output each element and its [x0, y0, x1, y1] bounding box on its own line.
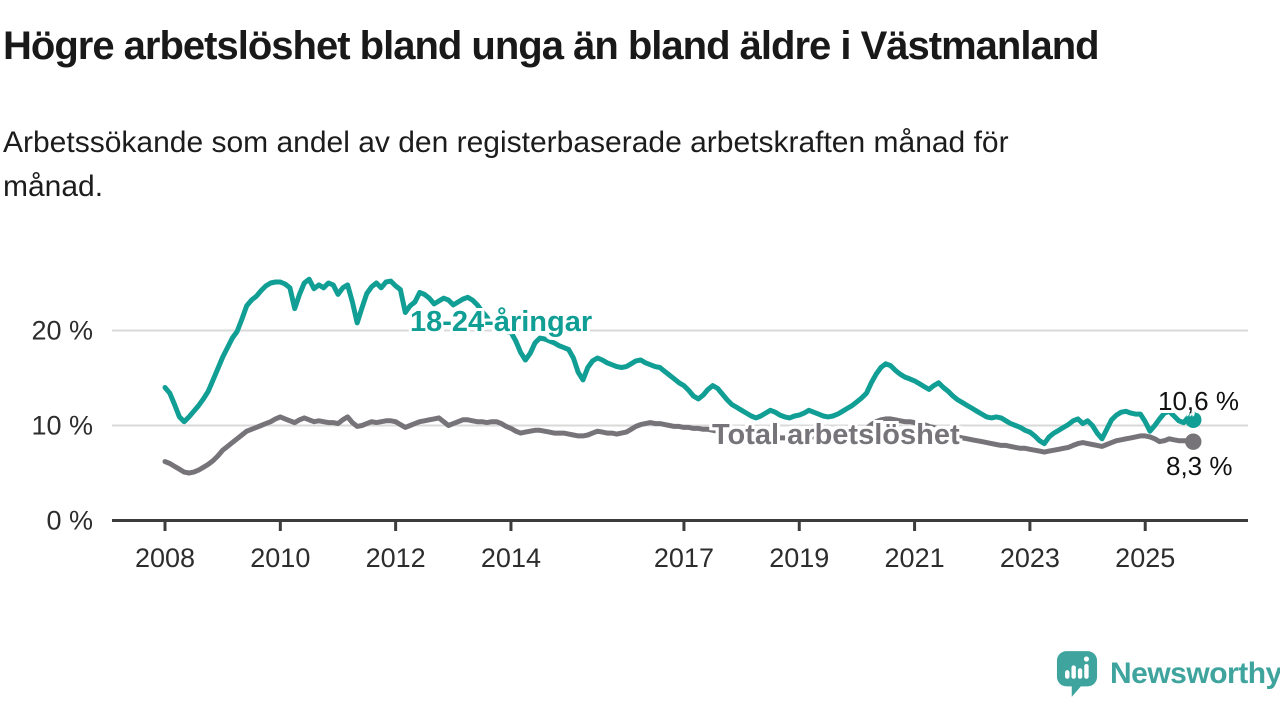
x-axis-tick-label: 2019	[769, 543, 829, 573]
page-title: Högre arbetslöshet bland unga än bland ä…	[3, 24, 1100, 68]
chart-subtitle: Arbetssökande som andel av den registerb…	[3, 126, 1009, 204]
end-value-label-total: 8,3 %	[1166, 451, 1233, 481]
x-axis-tick-label: 2023	[1000, 543, 1060, 573]
series-end-dot-total	[1185, 433, 1202, 450]
y-axis-tick-label: 10 %	[31, 411, 93, 441]
y-axis-tick-label: 20 %	[31, 316, 93, 346]
brand-name: Newsworthy	[1110, 657, 1280, 690]
y-axis-tick-label: 0 %	[46, 506, 93, 536]
series-label-total: Total arbetslöshet	[712, 419, 960, 451]
x-axis-tick-label: 2008	[135, 543, 195, 573]
series-line-total	[162, 414, 1196, 476]
newsworthy-logo: Newsworthy	[1056, 650, 1280, 698]
x-axis-tick-label: 2012	[366, 543, 426, 573]
x-axis-tick-label: 2014	[481, 543, 541, 573]
x-axis-tick-label: 2017	[654, 543, 714, 573]
speech-bubble-bar-chart-icon	[1056, 651, 1098, 697]
x-axis-tick-label: 2021	[885, 543, 945, 573]
series-line-18-24	[162, 276, 1196, 447]
end-value-label-18-24: 10,6 %	[1158, 386, 1239, 416]
series-label-18-24: 18-24-åringar	[410, 306, 593, 338]
x-axis-tick-label: 2010	[250, 543, 310, 573]
series-end-dot-18-24	[1185, 411, 1202, 428]
x-axis-tick-label: 2025	[1115, 543, 1175, 573]
